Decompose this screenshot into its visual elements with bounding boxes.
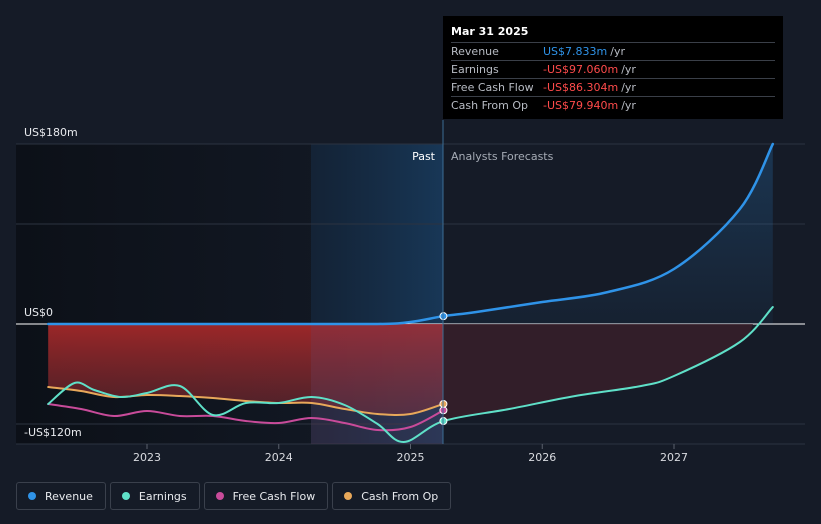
x-tick-label: 2025 bbox=[397, 451, 425, 464]
legend: Revenue Earnings Free Cash Flow Cash Fro… bbox=[16, 482, 452, 510]
x-tick-label: 2026 bbox=[528, 451, 556, 464]
legend-item-revenue[interactable]: Revenue bbox=[16, 482, 106, 510]
series-lines bbox=[46, 142, 775, 444]
tooltip-row-earnings: Earnings -US$97.060m /yr bbox=[451, 61, 775, 79]
legend-label: Free Cash Flow bbox=[232, 489, 316, 503]
tooltip-row-revenue: Revenue US$7.833m /yr bbox=[451, 43, 775, 61]
forecast-loss-area bbox=[443, 324, 753, 422]
legend-label: Cash From Op bbox=[361, 489, 439, 503]
x-axis-ticks: 2023 2024 2025 2026 2027 bbox=[133, 444, 688, 464]
tooltip-row-free-cash-flow: Free Cash Flow -US$86.304m /yr bbox=[451, 79, 775, 97]
legend-item-cash-from-op[interactable]: Cash From Op bbox=[332, 482, 452, 510]
earnings-dot-icon bbox=[121, 492, 130, 500]
tooltip-label: Earnings bbox=[451, 63, 499, 76]
legend-label: Revenue bbox=[45, 489, 93, 503]
tooltip-label: Revenue bbox=[451, 45, 499, 58]
x-tick-label: 2023 bbox=[133, 451, 161, 464]
tooltip-label: Cash From Op bbox=[451, 99, 529, 112]
tooltip-unit: /yr bbox=[621, 99, 636, 112]
tooltip-unit: /yr bbox=[621, 81, 636, 94]
y-label-zero: US$0 bbox=[24, 306, 53, 319]
free-cash-flow-line bbox=[47, 403, 445, 432]
y-label-top: US$180m bbox=[24, 126, 78, 139]
tooltip-value: -US$79.940m bbox=[543, 99, 619, 112]
tooltip: Mar 31 2025 Revenue US$7.833m /yr Earnin… bbox=[443, 16, 783, 119]
forecast-label: Analysts Forecasts bbox=[451, 150, 554, 163]
revenue-forecast-area bbox=[443, 144, 773, 324]
x-tick-label: 2027 bbox=[660, 451, 688, 464]
tooltip-unit: /yr bbox=[621, 63, 636, 76]
tooltip-row-cash-from-op: Cash From Op -US$79.940m /yr bbox=[451, 97, 775, 114]
tooltip-label: Free Cash Flow bbox=[451, 81, 534, 94]
revenue-dot-icon bbox=[28, 492, 36, 500]
recent-loss-tint bbox=[311, 324, 443, 444]
tooltip-value: -US$86.304m bbox=[543, 81, 619, 94]
legend-item-free-cash-flow[interactable]: Free Cash Flow bbox=[203, 482, 329, 510]
cash-from-op-dot-icon bbox=[344, 492, 353, 500]
y-label-bottom: -US$120m bbox=[24, 426, 82, 439]
revenue-line bbox=[46, 142, 775, 326]
x-tick-label: 2024 bbox=[265, 451, 293, 464]
legend-item-earnings[interactable]: Earnings bbox=[109, 482, 200, 510]
legend-label: Earnings bbox=[138, 489, 187, 503]
tooltip-value: US$7.833m bbox=[543, 45, 608, 58]
free-cash-flow-dot-icon bbox=[215, 492, 224, 500]
tooltip-value: -US$97.060m bbox=[543, 63, 619, 76]
earnings-line bbox=[47, 306, 774, 444]
tooltip-unit: /yr bbox=[610, 45, 625, 58]
tooltip-date: Mar 31 2025 bbox=[451, 22, 775, 43]
past-label: Past bbox=[412, 150, 436, 163]
